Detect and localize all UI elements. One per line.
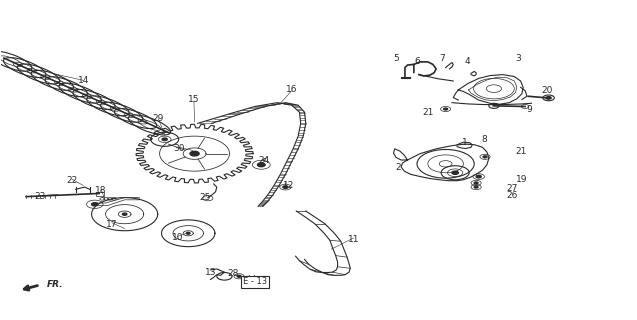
Text: 10: 10 — [171, 233, 183, 242]
Text: 23: 23 — [34, 192, 46, 201]
Text: 9: 9 — [527, 105, 533, 114]
Text: 3: 3 — [515, 53, 521, 62]
Text: E - 13: E - 13 — [243, 277, 267, 286]
Text: 14: 14 — [78, 76, 89, 85]
Text: 30: 30 — [173, 144, 185, 153]
Circle shape — [474, 182, 478, 184]
Text: 1: 1 — [462, 138, 468, 147]
Text: 2: 2 — [395, 163, 401, 172]
Text: 8: 8 — [481, 135, 487, 144]
Text: FR.: FR. — [47, 280, 63, 289]
Text: 21: 21 — [515, 147, 526, 156]
Text: 7: 7 — [439, 53, 445, 62]
Text: 15: 15 — [188, 95, 199, 104]
Text: 11: 11 — [348, 235, 359, 244]
Text: 17: 17 — [106, 220, 118, 229]
Circle shape — [483, 156, 487, 158]
Text: 4: 4 — [464, 57, 470, 66]
Text: 12: 12 — [283, 181, 294, 190]
Circle shape — [122, 213, 127, 215]
Text: 13: 13 — [204, 268, 216, 277]
Text: 19: 19 — [516, 175, 527, 184]
Circle shape — [190, 151, 199, 156]
Circle shape — [444, 108, 448, 110]
Text: 16: 16 — [286, 85, 297, 94]
Circle shape — [187, 232, 190, 234]
Circle shape — [162, 138, 168, 140]
Text: 26: 26 — [506, 190, 517, 200]
Circle shape — [237, 275, 241, 277]
Text: 24: 24 — [259, 156, 270, 164]
Circle shape — [452, 171, 459, 174]
Text: 18: 18 — [96, 187, 107, 196]
Circle shape — [92, 203, 98, 206]
Circle shape — [257, 163, 265, 167]
Circle shape — [474, 186, 478, 188]
Text: 21: 21 — [422, 108, 434, 117]
Text: 20: 20 — [541, 86, 553, 95]
Text: 27: 27 — [506, 184, 517, 193]
Circle shape — [283, 186, 288, 188]
Circle shape — [476, 175, 481, 178]
Text: 5: 5 — [393, 54, 399, 63]
Text: 22: 22 — [66, 176, 78, 185]
Text: 6: 6 — [415, 57, 420, 66]
Text: 28: 28 — [227, 269, 239, 278]
Circle shape — [546, 97, 551, 99]
Text: 25: 25 — [199, 193, 211, 202]
Text: 29: 29 — [153, 114, 164, 123]
